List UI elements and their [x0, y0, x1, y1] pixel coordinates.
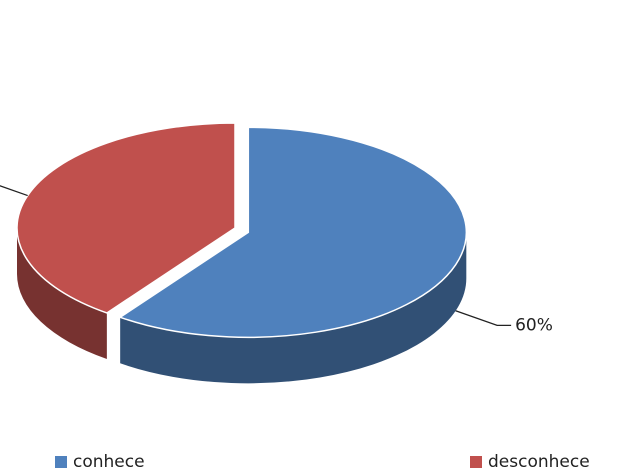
- legend-label: desconhece: [488, 452, 590, 472]
- slice: [118, 126, 468, 339]
- data-label: 60%: [515, 315, 553, 335]
- legend-swatch: [55, 456, 67, 468]
- legend-swatch: [470, 456, 482, 468]
- slice-side: [17, 228, 107, 359]
- legend-label: conhece: [73, 452, 145, 472]
- slice: [16, 122, 236, 314]
- leader-line: [455, 310, 512, 327]
- slice-side: [120, 232, 467, 384]
- leader-line: [0, 185, 28, 197]
